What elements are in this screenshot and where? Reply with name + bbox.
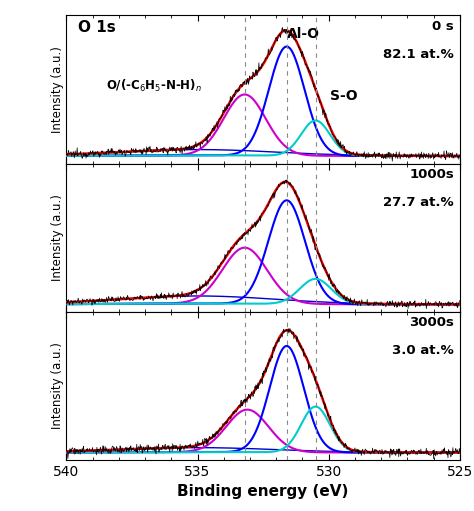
- Y-axis label: Intensity (a.u.): Intensity (a.u.): [51, 194, 64, 281]
- Text: 27.7 at.%: 27.7 at.%: [383, 196, 454, 209]
- Text: Al-O: Al-O: [287, 27, 319, 41]
- Text: 3000s: 3000s: [409, 316, 454, 329]
- Text: 0 s: 0 s: [432, 20, 454, 33]
- Text: O 1s: O 1s: [78, 20, 116, 35]
- Text: S-O: S-O: [330, 89, 357, 103]
- Y-axis label: Intensity (a.u.): Intensity (a.u.): [51, 342, 64, 429]
- X-axis label: Binding energy (eV): Binding energy (eV): [177, 484, 349, 499]
- Text: O/(-C$_6$H$_5$-N-H)$_n$: O/(-C$_6$H$_5$-N-H)$_n$: [106, 78, 201, 94]
- Text: 3.0 at.%: 3.0 at.%: [392, 344, 454, 357]
- Text: 82.1 at.%: 82.1 at.%: [383, 48, 454, 61]
- Text: 1000s: 1000s: [409, 168, 454, 181]
- Y-axis label: Intensity (a.u.): Intensity (a.u.): [51, 46, 64, 133]
